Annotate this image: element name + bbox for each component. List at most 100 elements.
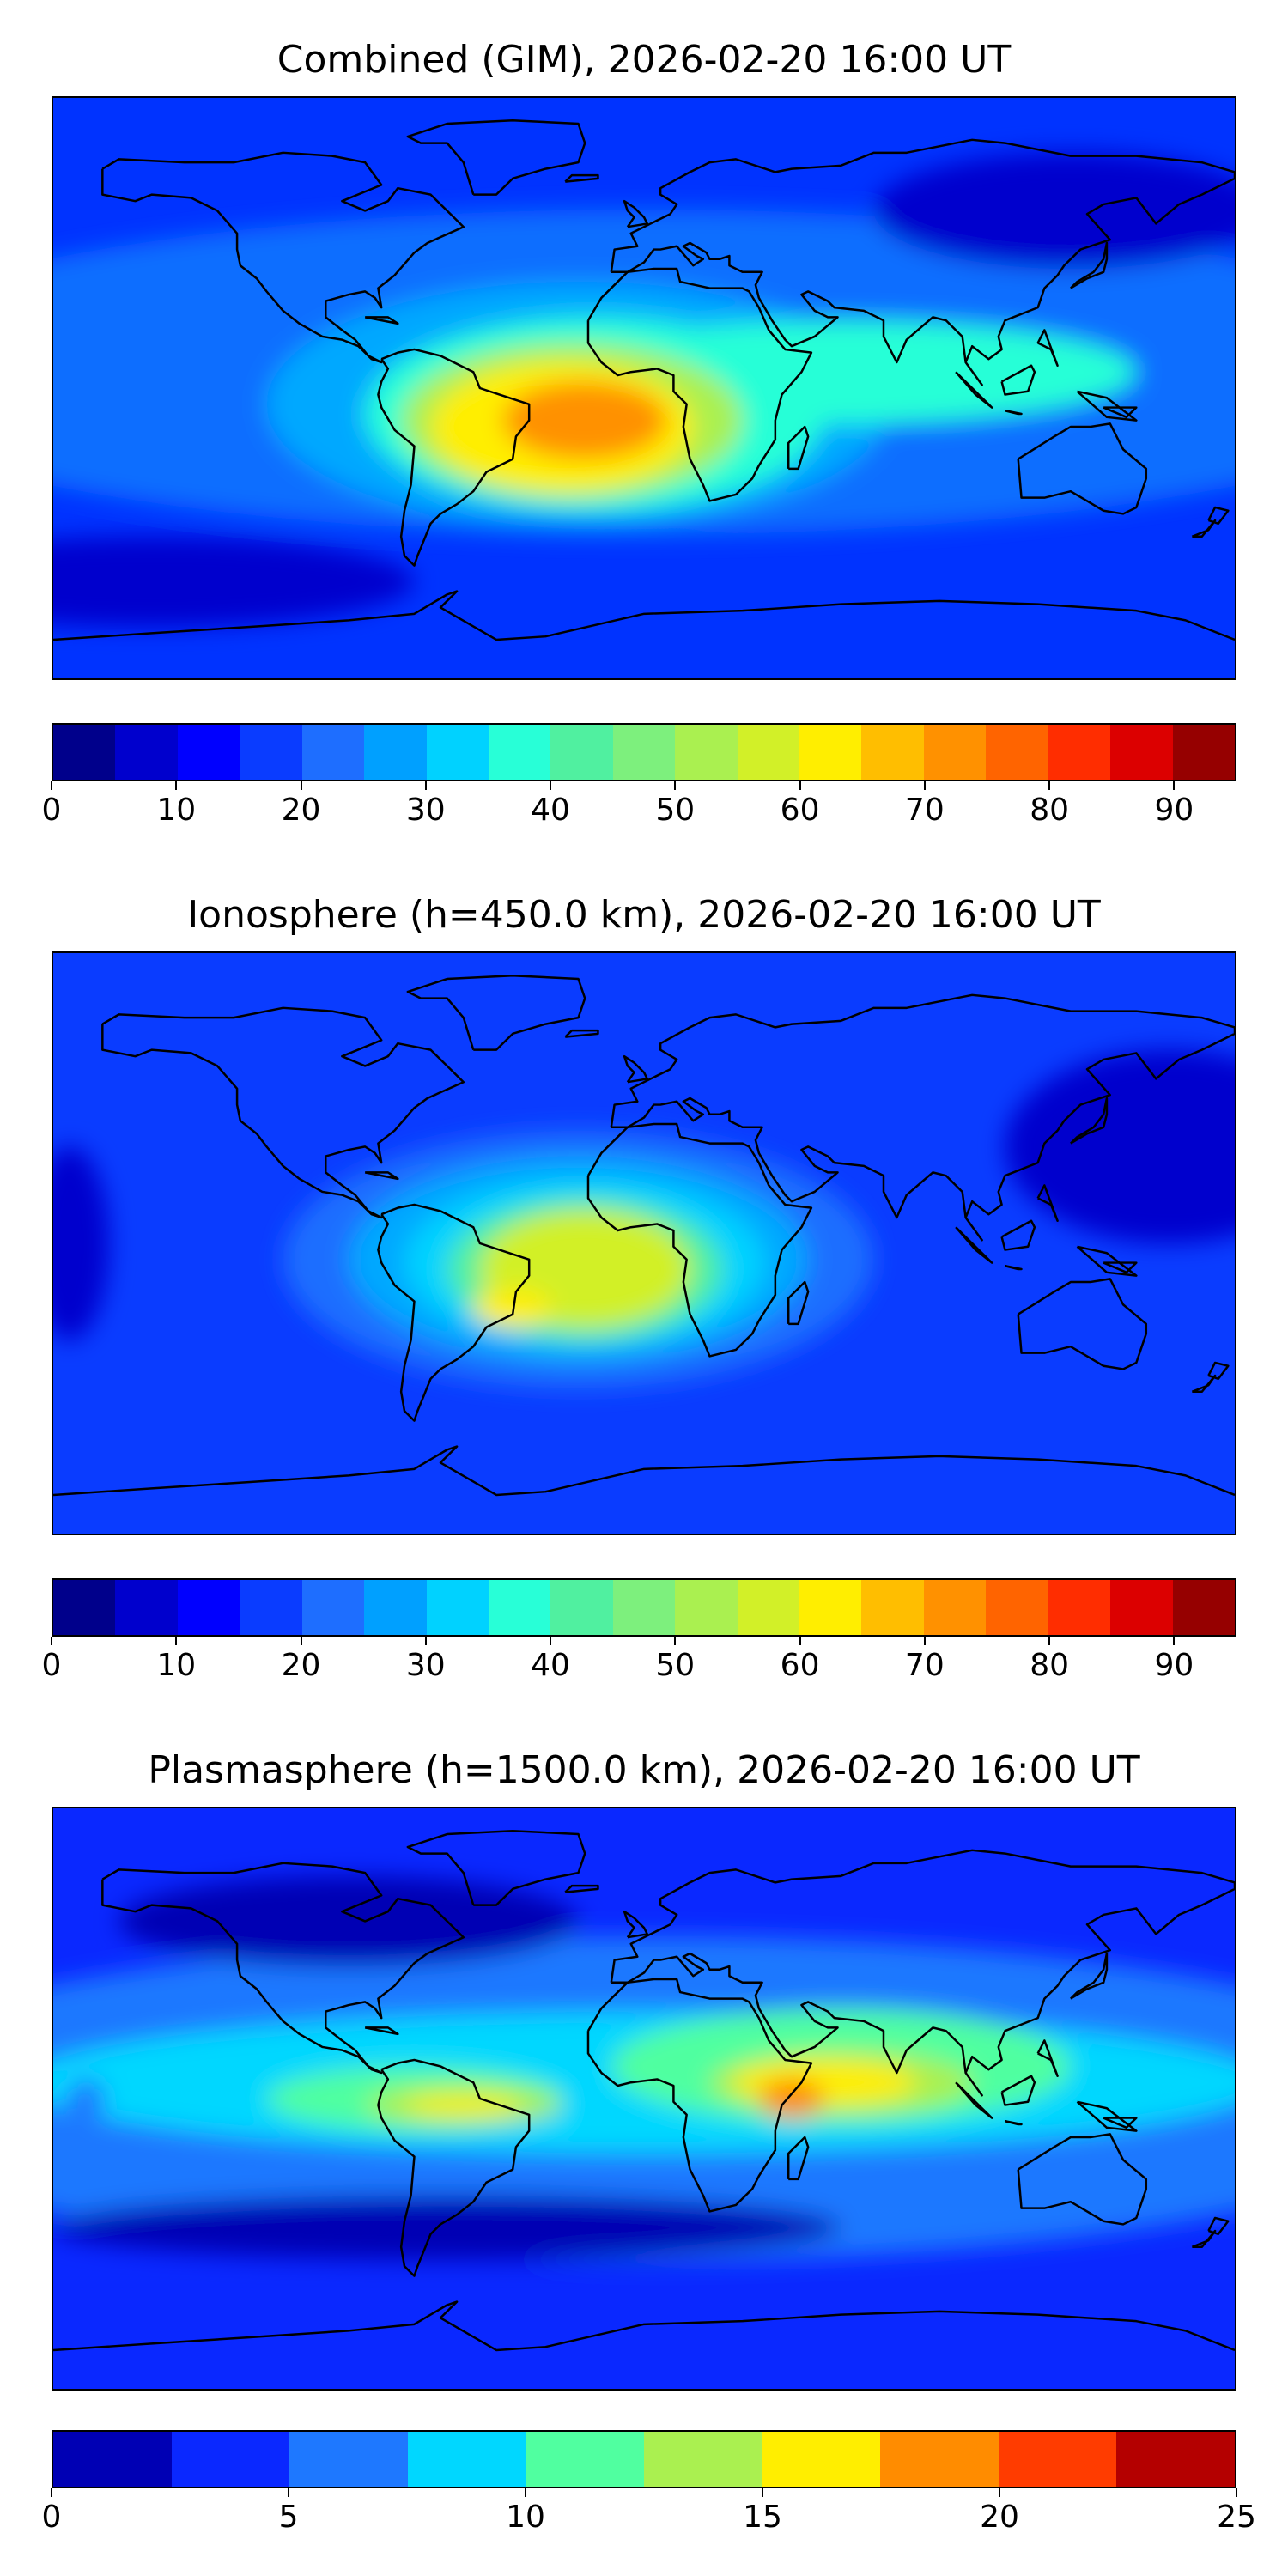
coastline bbox=[1191, 2229, 1217, 2249]
map-plasmasphere bbox=[52, 1807, 1236, 2391]
colorbar-segment bbox=[53, 725, 116, 780]
field-contour bbox=[66, 2079, 106, 2118]
colorbar-segment bbox=[301, 725, 365, 780]
colorbar-tick-label: 10 bbox=[156, 793, 197, 828]
colorbar-segment bbox=[799, 1580, 862, 1635]
coastline bbox=[1017, 2133, 1148, 2226]
coastlines bbox=[53, 1830, 1235, 2352]
coastline bbox=[1076, 390, 1138, 422]
coastline bbox=[364, 2026, 399, 2036]
colorbar-segment bbox=[426, 1580, 489, 1635]
colorbar-segment bbox=[53, 2432, 172, 2487]
colorbar-tick-label: 15 bbox=[743, 2500, 782, 2535]
colorbar-segment bbox=[923, 1580, 987, 1635]
contour-field bbox=[53, 1808, 1235, 2389]
colorbar-segment bbox=[737, 1580, 800, 1635]
coastline bbox=[1036, 329, 1059, 367]
coastline bbox=[53, 1445, 1235, 1497]
colorbar-segment bbox=[1116, 2432, 1235, 2487]
colorbar-tick-label: 50 bbox=[655, 1648, 696, 1683]
colorbar-segment bbox=[1110, 725, 1173, 780]
colorbar-segment bbox=[53, 1580, 116, 1635]
coastline bbox=[1076, 2100, 1138, 2132]
colorbar-segment bbox=[240, 1580, 302, 1635]
coastline bbox=[1103, 1261, 1138, 1274]
colorbar-tick-label: 80 bbox=[1030, 793, 1069, 828]
coastline bbox=[1005, 2120, 1023, 2126]
colorbar-segment bbox=[1172, 1580, 1236, 1635]
field-contour bbox=[118, 1875, 579, 1967]
colorbar-segment bbox=[407, 2432, 526, 2487]
coastline bbox=[586, 1122, 813, 1358]
contour-field bbox=[53, 98, 1235, 678]
colorbar-segment bbox=[923, 725, 987, 780]
coastline bbox=[364, 1171, 399, 1181]
colorbar-segment bbox=[737, 725, 800, 780]
colorbar-tick-label: 70 bbox=[904, 793, 945, 828]
coastline bbox=[586, 1978, 813, 2213]
coastline bbox=[1191, 519, 1217, 538]
coastline bbox=[1069, 1952, 1109, 2000]
coastline bbox=[1207, 1361, 1230, 1381]
coastline bbox=[1017, 1278, 1148, 1370]
colorbar-tick-label: 0 bbox=[41, 1648, 62, 1683]
panel-title-plasmasphere: Plasmasphere (h=1500.0 km), 2026-02-20 1… bbox=[148, 1748, 1140, 1792]
coastline bbox=[610, 138, 1235, 386]
colorbar-segment bbox=[364, 725, 427, 780]
colorbar-tick-label: 60 bbox=[780, 793, 820, 828]
colorbar-segment bbox=[488, 725, 551, 780]
coastline bbox=[564, 1884, 599, 1893]
coastline bbox=[955, 371, 993, 409]
colorbar-segment bbox=[550, 725, 613, 780]
colorbar-segment bbox=[675, 725, 738, 780]
colorbar-segment bbox=[1048, 725, 1111, 780]
coastline bbox=[406, 975, 586, 1051]
coastline bbox=[1036, 1184, 1059, 1222]
colorbar-tick-label: 80 bbox=[1030, 1648, 1069, 1683]
colorbar-ticks-plasmasphere: 0 5 10 15 20 25 bbox=[42, 2488, 1256, 2540]
coastline bbox=[406, 119, 586, 196]
field-contour bbox=[53, 536, 415, 627]
coastline bbox=[101, 151, 465, 364]
colorbar-segment bbox=[880, 2432, 999, 2487]
colorbar-ticks-combined: 0 10 20 30 40 50 60 70 80 90 bbox=[42, 781, 1236, 833]
coastline bbox=[623, 1054, 649, 1084]
colorbar-tick-label: 25 bbox=[1217, 2500, 1256, 2535]
colorbar-tick-label: 30 bbox=[405, 793, 446, 828]
coastline bbox=[101, 1862, 465, 2075]
colorbar-tick-label: 0 bbox=[41, 793, 62, 828]
colorbar-segment bbox=[526, 2432, 644, 2487]
colorbar-segment bbox=[301, 1580, 365, 1635]
colorbar-tick-label: 20 bbox=[980, 2500, 1019, 2535]
coastline bbox=[623, 1910, 649, 1939]
coastline bbox=[1076, 1245, 1138, 1277]
colorbar-segment bbox=[1110, 1580, 1173, 1635]
colorbar-segment bbox=[289, 2432, 408, 2487]
coastline bbox=[377, 1203, 531, 1422]
coastline bbox=[1103, 2117, 1138, 2129]
colorbar-tick-label: 40 bbox=[531, 793, 570, 828]
coastline bbox=[406, 1830, 586, 1906]
field-contour bbox=[873, 152, 1235, 270]
colorbar-segment bbox=[986, 725, 1048, 780]
colorbar-segment bbox=[177, 1580, 240, 1635]
colorbar-tick-label: 30 bbox=[405, 1648, 446, 1683]
coastlines bbox=[53, 975, 1235, 1497]
coastline bbox=[787, 1280, 810, 1326]
coastline bbox=[787, 425, 810, 471]
coastline bbox=[1191, 1374, 1217, 1394]
colorbar-segment bbox=[364, 1580, 427, 1635]
coastline bbox=[623, 199, 649, 228]
colorbar-plasmasphere bbox=[52, 2430, 1236, 2488]
colorbar-segment bbox=[861, 725, 924, 780]
colorbar-segment bbox=[171, 2432, 290, 2487]
colorbar-tick-label: 10 bbox=[156, 1648, 197, 1683]
colorbar-segment bbox=[177, 725, 240, 780]
coastline bbox=[377, 2058, 531, 2277]
colorbar-segment bbox=[861, 1580, 924, 1635]
colorbar-segment bbox=[612, 1580, 676, 1635]
coastline bbox=[586, 267, 813, 502]
colorbar-segment bbox=[643, 2432, 762, 2487]
colorbar-tick-label: 0 bbox=[41, 2500, 62, 2535]
colorbar-tick-label: 70 bbox=[904, 1648, 945, 1683]
